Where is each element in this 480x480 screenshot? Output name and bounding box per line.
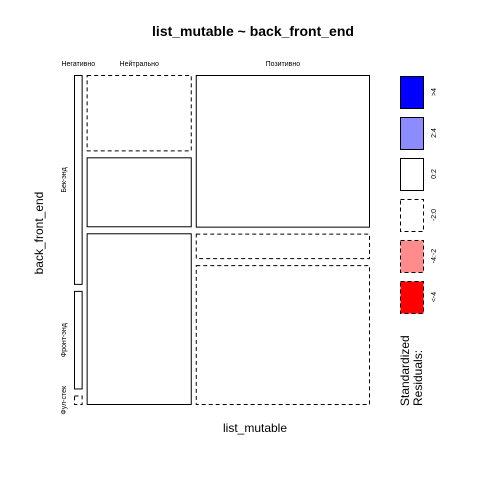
x-axis-label: list_mutable xyxy=(223,421,287,435)
legend-swatch-0 xyxy=(400,76,424,109)
row-label-backend: Бек-энд xyxy=(61,167,68,192)
legend-swatch-5 xyxy=(400,281,424,314)
column-label-neutral: Нейтрально xyxy=(120,60,159,68)
column-label-negative: Негативно xyxy=(61,61,95,68)
legend-label-4: -4:-2 xyxy=(431,249,438,264)
legend-swatch-3 xyxy=(400,199,424,232)
legend-label-3: -2:0 xyxy=(431,209,438,221)
residuals-legend: Standardized Residuals: >4 2:4 0:2 -2:0 -4:-… xyxy=(398,76,438,406)
tile-negative-fullstack xyxy=(74,395,83,405)
tile-neutral-frontend xyxy=(86,157,192,228)
tile-positive-frontend xyxy=(195,233,370,260)
legend-swatch-4 xyxy=(400,240,424,273)
tile-negative-frontend xyxy=(74,290,83,390)
row-label-frontend: Фронт-энд xyxy=(61,323,68,357)
tile-positive-backend xyxy=(195,75,370,228)
tile-neutral-fullstack xyxy=(86,233,192,405)
legend-label-5: <-4 xyxy=(431,292,438,302)
legend-label-0: >4 xyxy=(431,88,438,96)
tile-negative-backend xyxy=(74,75,83,285)
row-label-fullstack: Фул-стек xyxy=(61,385,68,415)
legend-title-line1: Standardized xyxy=(398,335,412,406)
legend-label-1: 2:4 xyxy=(431,128,438,138)
y-axis-label: back_front_end xyxy=(32,192,46,275)
legend-title-line2: Residuals: xyxy=(411,350,425,406)
tile-positive-fullstack xyxy=(195,265,370,405)
legend-swatch-2 xyxy=(400,158,424,191)
chart-title: list_mutable ~ back_front_end xyxy=(152,23,354,39)
tile-neutral-backend xyxy=(86,75,192,152)
legend-swatch-1 xyxy=(400,117,424,150)
legend-label-2: 0:2 xyxy=(431,169,438,179)
column-label-positive: Позитивно xyxy=(266,61,301,68)
